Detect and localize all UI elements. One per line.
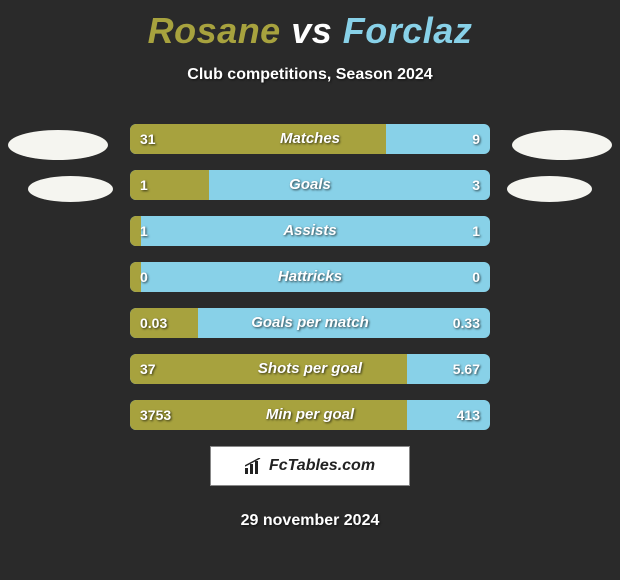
stat-row: 31Matches9	[130, 124, 490, 154]
stat-value-right: 3	[472, 170, 480, 200]
chart-icon	[245, 458, 263, 474]
stat-row: 1Assists1	[130, 216, 490, 246]
season-subtitle: Club competitions, Season 2024	[0, 66, 620, 84]
stat-row: 0.03Goals per match0.33	[130, 308, 490, 338]
source-badge: FcTables.com	[210, 446, 410, 486]
stat-value-right: 1	[472, 216, 480, 246]
stat-row: 1Goals3	[130, 170, 490, 200]
vs-text: vs	[291, 10, 332, 51]
player2-name: Forclaz	[343, 10, 473, 51]
stat-label: Goals	[130, 170, 490, 200]
player1-name: Rosane	[148, 10, 281, 51]
date-text: 29 november 2024	[0, 512, 620, 530]
player2-photo-placeholder	[512, 130, 612, 160]
stat-row: 37Shots per goal5.67	[130, 354, 490, 384]
stat-value-right: 9	[472, 124, 480, 154]
stat-label: Assists	[130, 216, 490, 246]
source-text: FcTables.com	[269, 457, 375, 475]
stat-label: Shots per goal	[130, 354, 490, 384]
stat-label: Hattricks	[130, 262, 490, 292]
stat-value-right: 0.33	[453, 308, 480, 338]
stat-label: Matches	[130, 124, 490, 154]
stat-value-right: 0	[472, 262, 480, 292]
stat-label: Min per goal	[130, 400, 490, 430]
chart-area: 31Matches91Goals31Assists10Hattricks00.0…	[0, 124, 620, 430]
stat-value-right: 413	[457, 400, 480, 430]
stat-value-right: 5.67	[453, 354, 480, 384]
stats-bars: 31Matches91Goals31Assists10Hattricks00.0…	[130, 124, 490, 430]
player2-club-placeholder	[507, 176, 592, 202]
stat-label: Goals per match	[130, 308, 490, 338]
player1-photo-placeholder	[8, 130, 108, 160]
stat-row: 3753Min per goal413	[130, 400, 490, 430]
comparison-title: Rosane vs Forclaz	[0, 0, 620, 52]
stat-row: 0Hattricks0	[130, 262, 490, 292]
player1-club-placeholder	[28, 176, 113, 202]
